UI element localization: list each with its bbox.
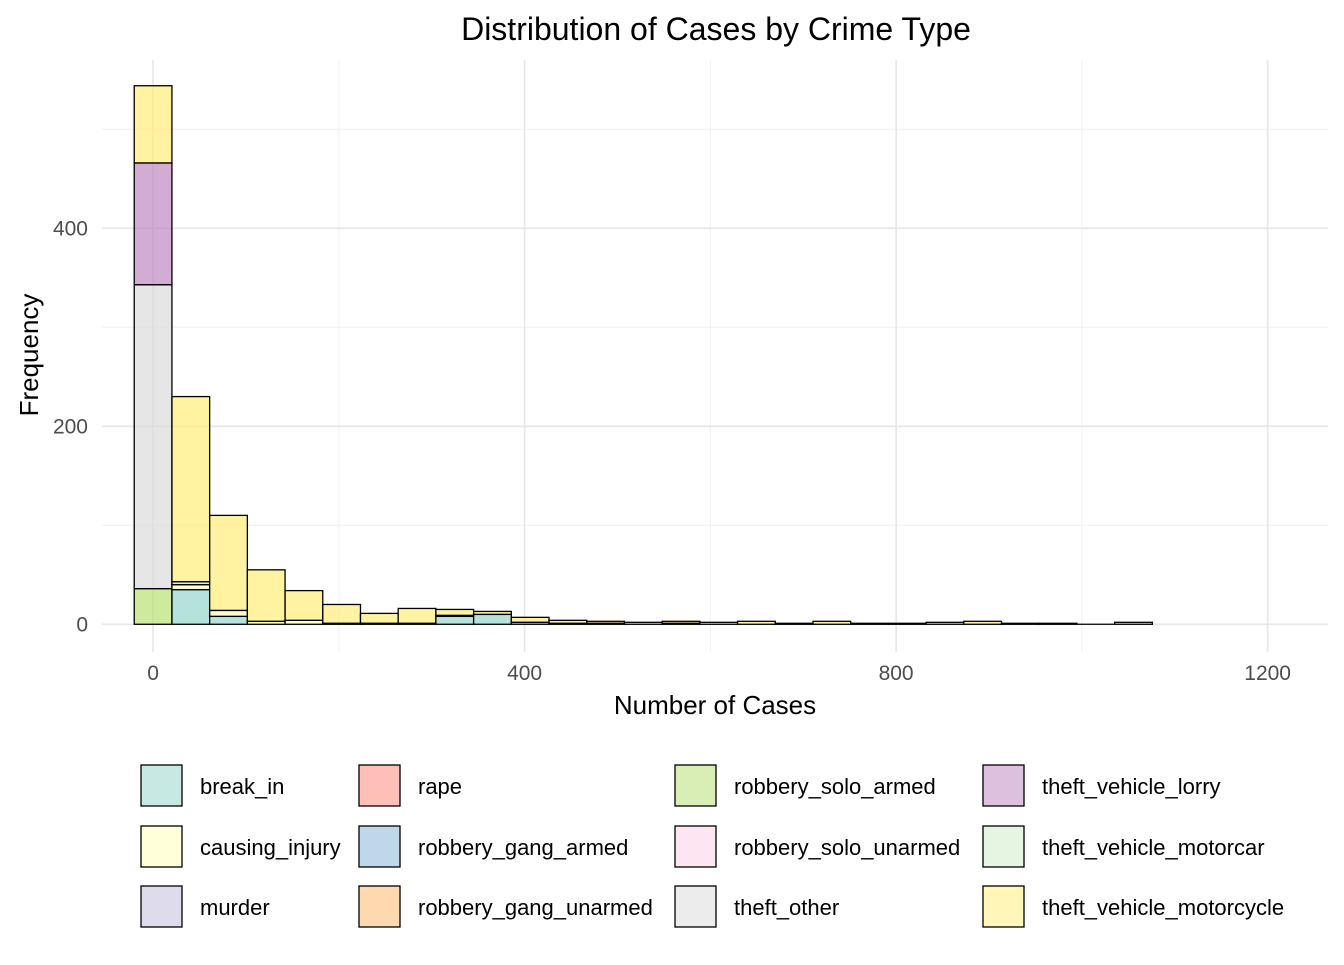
- legend-label: rape: [418, 774, 462, 799]
- histogram-bar: [208, 609, 249, 618]
- y-tick-label: 400: [53, 217, 88, 240]
- histogram-bar: [208, 514, 249, 612]
- histogram-bar: [472, 613, 512, 625]
- legend-label: robbery_solo_unarmed: [734, 835, 960, 860]
- y-tick-label: 200: [53, 415, 88, 438]
- histogram-bar: [736, 620, 776, 625]
- histogram-bar: [1038, 622, 1078, 625]
- chart-title: Distribution of Cases by Crime Type: [461, 11, 971, 47]
- legend-label: theft_vehicle_motorcar: [1042, 835, 1265, 860]
- histogram-bar: [850, 622, 890, 625]
- histogram-bar: [359, 612, 399, 624]
- legend-label: causing_injury: [200, 835, 341, 860]
- histogram-bar: [963, 620, 1003, 625]
- histogram-bar: [246, 569, 286, 622]
- y-tick-label: 0: [76, 613, 88, 636]
- legend-key: [982, 885, 1025, 928]
- histogram-bar: [133, 284, 173, 590]
- legend-label: theft_vehicle_motorcycle: [1042, 895, 1284, 920]
- legend-key: [140, 764, 183, 807]
- histogram-bar: [925, 621, 965, 625]
- legend-key: [140, 825, 183, 868]
- histogram-bar: [171, 584, 211, 591]
- legend-label: theft_other: [734, 895, 839, 920]
- legend-key: [674, 885, 717, 928]
- histogram-bar: [887, 622, 927, 625]
- x-tick-label: 1200: [1244, 662, 1291, 685]
- x-axis-label: Number of Cases: [614, 690, 816, 720]
- y-axis-label: Frequency: [14, 294, 44, 417]
- legend-label: murder: [200, 895, 270, 920]
- histogram-bar: [133, 162, 173, 286]
- histogram-bar: [699, 621, 739, 625]
- histogram-bar: [322, 603, 362, 624]
- legend-key: [358, 764, 401, 807]
- histogram-bar: [510, 616, 550, 623]
- legend-label: break_in: [200, 774, 284, 799]
- histogram-bar: [171, 395, 211, 583]
- histogram-bar: [548, 619, 588, 624]
- histogram-bar: [435, 608, 475, 617]
- histogram-bar: [1114, 621, 1154, 625]
- histogram-bar: [171, 588, 211, 625]
- histogram-bar: [812, 620, 852, 625]
- grid-layer: [102, 60, 1328, 652]
- legend-label: robbery_gang_armed: [418, 835, 628, 860]
- legend-key: [358, 825, 401, 868]
- legend-key: [140, 885, 183, 928]
- tick-layer: 0 400 800 1200 0 200 400: [53, 217, 1291, 685]
- histogram-bar: [586, 620, 626, 624]
- legend-key: [358, 885, 401, 928]
- histogram-bar: [208, 615, 249, 625]
- histogram-bar: [133, 85, 173, 164]
- legend-label: robbery_solo_armed: [734, 774, 936, 799]
- histogram-bar: [133, 587, 173, 625]
- histogram-bar: [397, 607, 437, 624]
- legend-key: [982, 825, 1025, 868]
- x-tick-label: 0: [147, 662, 159, 685]
- histogram-bar: [435, 615, 475, 625]
- x-tick-label: 800: [879, 662, 914, 685]
- legend-label: robbery_gang_unarmed: [418, 895, 653, 920]
- histogram-bar: [284, 589, 324, 621]
- legend-key: [982, 764, 1025, 807]
- legend-key: [674, 764, 717, 807]
- histogram-bar: [1000, 622, 1040, 625]
- legend-label: theft_vehicle_lorry: [1042, 774, 1221, 799]
- legend-key: [674, 825, 717, 868]
- x-tick-label: 400: [507, 662, 542, 685]
- bar-layer: [133, 85, 1154, 625]
- histogram-bar: [623, 621, 663, 625]
- histogram-bar: [661, 620, 701, 624]
- histogram-bar: [774, 622, 814, 625]
- histogram-bar: [472, 610, 512, 616]
